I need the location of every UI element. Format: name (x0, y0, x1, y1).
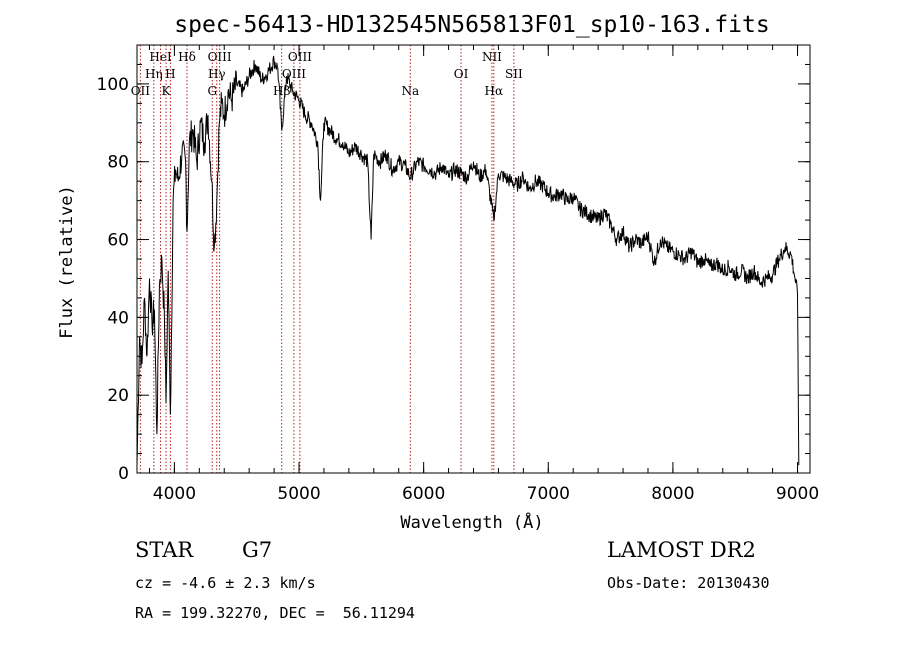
spectrum-line (136, 55, 800, 466)
series-group (136, 55, 800, 466)
spectral-line-label: Hη (145, 67, 163, 81)
spectral-line-label: OII (131, 84, 151, 98)
y-tick-label: 0 (118, 464, 129, 484)
spectral-line-label: Na (401, 84, 419, 98)
object-class: STAR (135, 538, 194, 562)
spectral-line-label: NII (482, 50, 502, 64)
spectral-line-label: Hγ (208, 67, 226, 81)
redshift-text: cz = -4.6 ± 2.3 km/s (135, 574, 316, 592)
y-tick-label: 100 (97, 75, 129, 95)
spectral-line-label: K (162, 84, 172, 98)
survey-name: LAMOST DR2 (607, 538, 756, 562)
spectral-line-label: OIII (282, 67, 306, 81)
x-tick-label: 7000 (527, 484, 570, 504)
spectral-line-label: OIII (288, 50, 312, 64)
spectral-line-label: Hα (485, 84, 504, 98)
spectral-line-label: OI (454, 67, 469, 81)
chart-title: spec-56413-HD132545N565813F01_sp10-163.f… (174, 12, 769, 38)
obs-date: Obs-Date: 20130430 (607, 574, 770, 592)
y-tick-label: 20 (107, 386, 129, 406)
spectral-line-label: G (207, 84, 217, 98)
spectral-line-label: Hδ (178, 50, 196, 64)
spectral-line-label: SII (505, 67, 523, 81)
spectral-line-label: H (165, 67, 175, 81)
y-tick-label: 60 (107, 231, 129, 251)
spectral-line-label: OIII (208, 50, 232, 64)
spectral-line-label: Hβ (273, 84, 290, 98)
axes: 4000 5000 6000 7000 8000 9000 0 20 40 60 80 100 (97, 44, 819, 504)
y-tick-label: 80 (107, 153, 129, 173)
x-axis-label: Wavelength (Å) (400, 511, 543, 533)
x-tick-label: 6000 (402, 484, 445, 504)
plot-frame (136, 44, 811, 474)
x-tick-label: 8000 (651, 484, 694, 504)
y-tick-label: 40 (107, 308, 129, 328)
y-axis-label: Flux (relative) (57, 185, 77, 339)
spectral-line-label: HeI (149, 50, 172, 64)
coordinates-text: RA = 199.32270, DEC = 56.11294 (135, 604, 415, 622)
x-tick-label: 4000 (153, 484, 196, 504)
x-tick-label: 9000 (776, 484, 819, 504)
object-subclass: G7 (242, 538, 273, 562)
x-tick-label: 5000 (277, 484, 320, 504)
